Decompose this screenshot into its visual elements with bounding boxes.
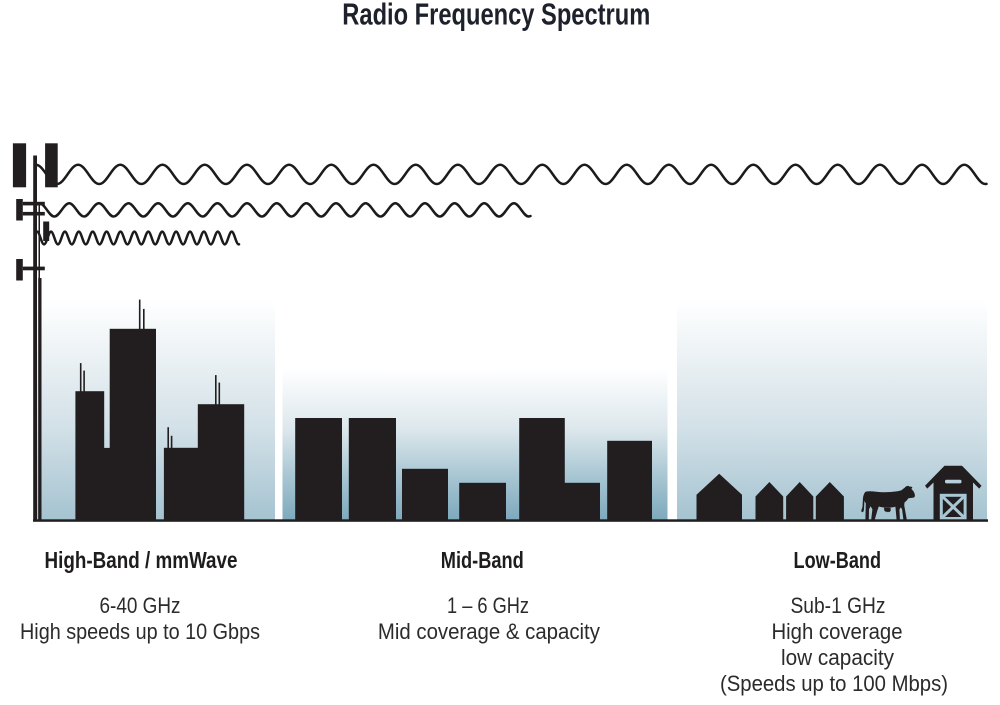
svg-text:1 – 6 GHz: 1 – 6 GHz (447, 593, 529, 618)
svg-text:Sub-1 GHz: Sub-1 GHz (791, 593, 886, 618)
svg-text:Low-Band: Low-Band (794, 547, 882, 573)
svg-text:6-40 GHz: 6-40 GHz (100, 593, 181, 618)
svg-text:High coverage: High coverage (772, 619, 903, 644)
svg-text:Radio Frequency Spectrum: Radio Frequency Spectrum (342, 0, 650, 32)
svg-text:High speeds up to 10 Gbps: High speeds up to 10 Gbps (20, 619, 260, 644)
svg-text:Mid-Band: Mid-Band (441, 547, 524, 573)
svg-text:low capacity: low capacity (781, 645, 894, 670)
svg-text:(Speeds up to 100 Mbps): (Speeds up to 100 Mbps) (720, 671, 948, 696)
svg-text:High-Band / mmWave: High-Band / mmWave (45, 547, 238, 573)
svg-text:Mid coverage & capacity: Mid coverage & capacity (378, 619, 600, 644)
